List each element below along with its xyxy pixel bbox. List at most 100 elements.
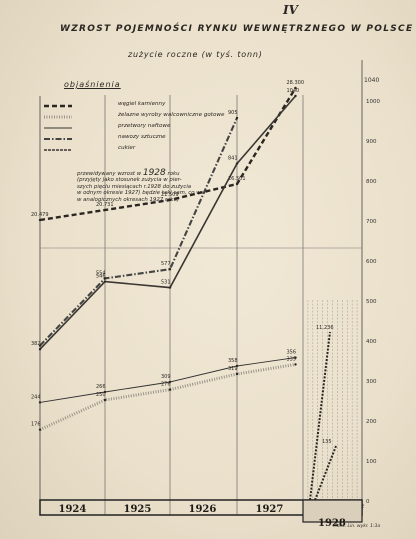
legend-note-text: w analogicznych okresach 1927 roku) <box>77 196 180 203</box>
legend-note: przewidywany wzrost w 1928 roku (przyjęty… <box>77 168 201 203</box>
legend-note-text: roku <box>165 171 180 177</box>
data-label: 244 <box>31 394 41 400</box>
data-point <box>38 348 42 351</box>
year-label: 1928 <box>318 518 346 529</box>
data-label: 21.509 <box>161 192 179 198</box>
data-label: 250 <box>96 392 106 398</box>
data-point <box>103 208 107 212</box>
data-point <box>38 344 42 347</box>
series-line-chain <box>39 95 297 350</box>
right-axis-tick-label: 700 <box>366 219 377 225</box>
data-point <box>235 182 239 186</box>
right-axis-tick-label: 500 <box>366 299 377 305</box>
right-axis-tick-label: 300 <box>366 379 377 385</box>
data-label: 309 <box>161 374 171 380</box>
right-axis-top-label: 1040 <box>364 77 379 84</box>
legend-item-label: cukier <box>118 145 136 151</box>
data-point <box>235 162 239 165</box>
right-axis-tick-label: 600 <box>366 259 377 265</box>
data-label: 176 <box>31 422 41 428</box>
legend-note-text: 1928 <box>142 168 166 178</box>
data-label: 319 <box>228 366 238 372</box>
data-point <box>294 363 297 366</box>
right-axis-tick-label: 400 <box>366 339 377 345</box>
data-label: 339 <box>287 356 297 362</box>
data-label: 20.479 <box>31 212 49 218</box>
legend-title: objaśnienia <box>64 80 121 89</box>
data-label: 26.501 <box>228 176 246 182</box>
right-axis-tick-label: 1000 <box>366 99 380 105</box>
legend-item-label: węgiel kamienny <box>118 101 166 107</box>
series-line-dotted-double <box>39 362 296 431</box>
legend-swatch <box>44 149 72 151</box>
legend-swatch <box>44 127 72 129</box>
series-line-solid-thin <box>39 357 296 403</box>
data-point <box>38 401 42 404</box>
chart-title: WZROST POJEMNOŚCI RYNKU WEWNĘTRZNEGO W P… <box>60 24 414 34</box>
data-point <box>235 372 239 376</box>
data-label: 531 <box>161 280 171 286</box>
data-label: 28.300 <box>287 80 305 86</box>
data-label: 546 <box>96 274 106 280</box>
forecast-ramp <box>309 331 331 501</box>
data-label: 276 <box>161 382 171 388</box>
data-label: 554 <box>96 270 106 276</box>
data-point <box>168 388 172 391</box>
right-axis-tick-label: 100 <box>366 459 377 465</box>
data-point <box>38 218 42 222</box>
data-point <box>168 268 172 271</box>
year-label: 1927 <box>256 504 284 515</box>
legend-note-text: w odnym okresie 1927) będzie taki sam, c… <box>77 190 201 197</box>
data-label: 266 <box>96 384 106 390</box>
data-point <box>294 86 297 90</box>
data-point <box>168 198 172 202</box>
legend-note-line: (przyjęty jako stosunek zużycia w pier- <box>77 177 201 183</box>
legend-swatch <box>44 137 72 141</box>
year-label: 1926 <box>189 504 217 515</box>
data-point <box>235 364 239 368</box>
forecast-ramp <box>314 445 337 501</box>
data-point <box>294 94 297 98</box>
data-label: 905 <box>228 110 238 116</box>
data-label: 382 <box>31 341 41 347</box>
data-point <box>103 277 107 280</box>
data-point <box>294 356 297 359</box>
data-point <box>103 280 107 283</box>
data-label: 356 <box>287 350 297 356</box>
legend-item-label: nawozy sztuczne <box>118 134 166 140</box>
right-axis-tick-label: 900 <box>366 139 377 145</box>
right-axis-tick-label: 0 <box>366 499 370 505</box>
page-number: IV <box>283 3 298 17</box>
legend-swatch <box>44 115 72 119</box>
legend-note-text: (przyjęty jako stosunek zużycia w pier- <box>77 177 182 184</box>
year-label: 1925 <box>124 504 152 515</box>
legend-note-line: szych pięciu miesiącach r.1928 do zużyci… <box>77 184 201 190</box>
year-label: 1924 <box>59 504 87 515</box>
legend-swatch <box>44 104 72 108</box>
legend-item-label: przetwory naftowe <box>118 123 171 129</box>
right-axis-tick-label: 200 <box>366 419 377 425</box>
legend-note-line: przewidywany wzrost w 1928 roku <box>77 168 201 178</box>
data-point <box>103 390 107 394</box>
data-point <box>38 428 42 431</box>
data-point <box>103 398 107 402</box>
right-axis-tick-label: 800 <box>366 179 377 185</box>
chart-subtitle: zużycie roczne (w tyś. tonn) <box>128 50 263 59</box>
author-signature: Maks. Lin. wykr. 1:3a <box>333 524 381 529</box>
data-point <box>168 380 172 384</box>
year-band-1928 <box>302 499 363 523</box>
legend-note-text: szych pięciu miesiącach r.1928 do zużyci… <box>77 183 192 190</box>
data-label: 841 <box>228 156 238 162</box>
legend-note-text: przewidywany wzrost w <box>77 171 143 177</box>
data-point <box>235 116 239 120</box>
data-label: 20.731 <box>96 202 114 208</box>
legend-note-line: w odnym okresie 1927) będzie taki sam, c… <box>77 190 201 196</box>
series-line-dash-dot <box>39 117 238 347</box>
data-label: 577 <box>161 261 171 267</box>
forecast-label: 11.236 <box>316 325 334 331</box>
legend-item-label: żelazne wyroby walcowniczne gotowe <box>118 112 225 118</box>
data-label: 358 <box>228 358 238 364</box>
forecast-label: 135 <box>322 439 332 445</box>
